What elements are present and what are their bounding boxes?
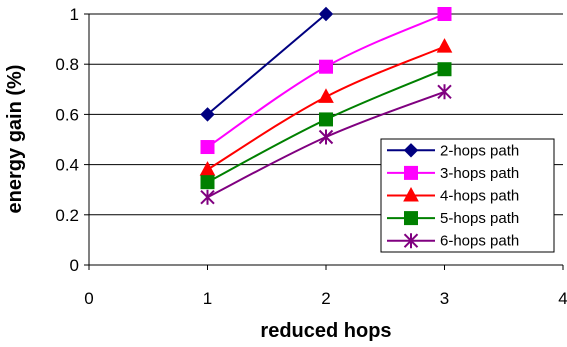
data-point	[318, 6, 334, 22]
legend-entry: 5-hops path	[387, 210, 519, 227]
data-point	[199, 161, 216, 176]
data-point	[200, 140, 215, 155]
series-4-hops	[199, 38, 453, 176]
legend-marker	[403, 186, 419, 202]
data-point	[437, 62, 452, 77]
y-tick-label: 0.8	[55, 55, 79, 74]
legend-entry: 2-hops path	[387, 142, 519, 159]
data-point	[318, 88, 334, 103]
data-point	[200, 107, 215, 122]
legend-entry: 6-hops path	[387, 233, 519, 250]
x-tick-label: 4	[558, 289, 567, 308]
legend-label: 2-hops path	[440, 142, 519, 159]
data-point	[437, 84, 452, 100]
y-tick-label: 1	[70, 5, 79, 24]
legend-label: 3-hops path	[440, 165, 519, 182]
legend-label: 6-hops path	[440, 233, 519, 250]
legend: 2-hops path 3-hops path 4-hops path 5-hops …	[380, 138, 555, 253]
x-tick-label: 3	[440, 289, 449, 308]
legend-marker	[403, 143, 419, 158]
x-axis-title: reduced hops	[260, 320, 391, 342]
y-tick-label: 0.2	[55, 206, 79, 225]
axes	[84, 13, 564, 270]
legend-label: 4-hops path	[440, 188, 519, 205]
data-point	[200, 175, 215, 190]
legend-marker	[403, 233, 419, 249]
y-tick-label: 0.6	[55, 105, 79, 124]
legend-entry: 4-hops path	[387, 186, 519, 205]
data-point	[319, 112, 333, 127]
legend-entry: 3-hops path	[387, 165, 519, 182]
tick-labels: 0 0.2 0.4 0.6 0.8 1 0 1 2 3 4	[55, 5, 567, 308]
x-tick-label: 2	[321, 289, 330, 308]
x-tick-label: 1	[203, 289, 212, 308]
series-6-hops	[200, 84, 452, 205]
data-point	[436, 38, 453, 53]
y-tick-label: 0.4	[55, 156, 79, 175]
series-lines	[199, 6, 453, 205]
x-tick-label: 0	[84, 289, 93, 308]
legend-marker	[404, 211, 418, 226]
series-line	[206, 13, 445, 148]
data-point	[437, 7, 452, 21]
legend-marker	[404, 165, 418, 180]
y-axis-title: energy gain (%)	[4, 65, 26, 214]
data-point	[318, 129, 334, 145]
legend-label: 5-hops path	[440, 210, 519, 227]
data-point	[200, 189, 215, 205]
series-2-hops	[200, 6, 334, 122]
series-5-hops	[200, 62, 452, 190]
series-line	[206, 13, 327, 116]
y-tick-label: 0	[70, 256, 79, 275]
series-3-hops	[200, 7, 452, 155]
data-point	[319, 59, 333, 74]
